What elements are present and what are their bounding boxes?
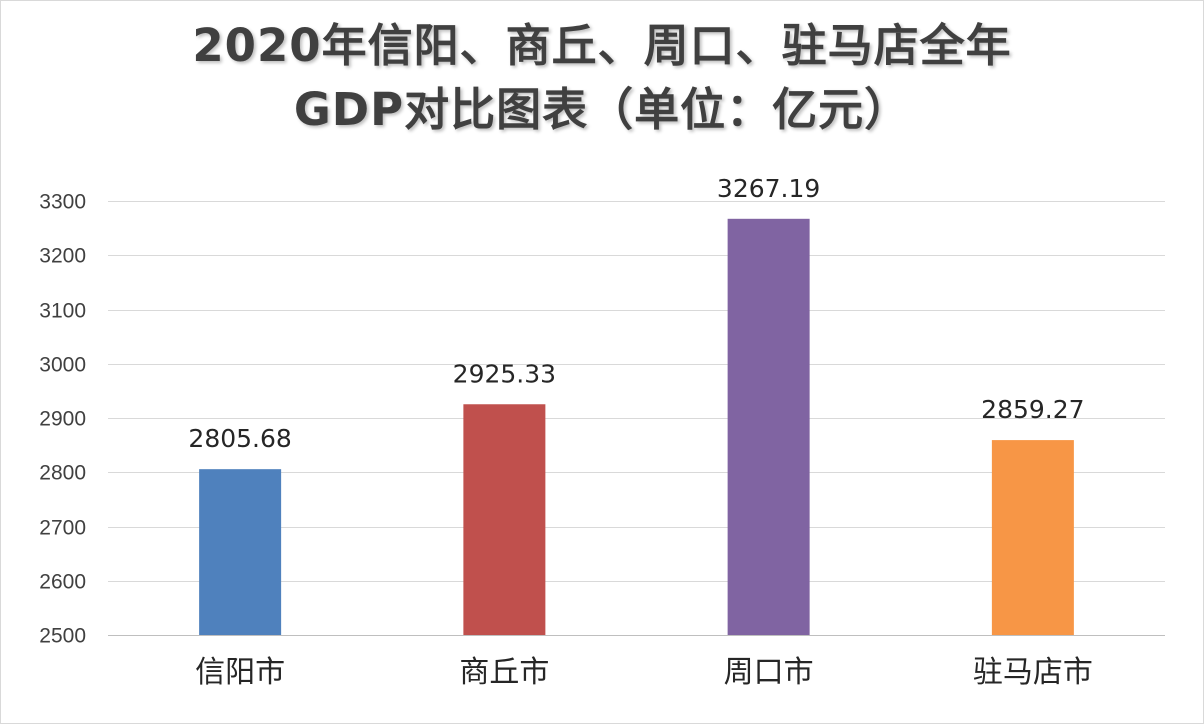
y-tick-label: 3000 — [39, 354, 86, 377]
x-category-label: 周口市 — [724, 655, 814, 690]
x-category-label: 商丘市 — [459, 655, 549, 690]
bar — [727, 218, 810, 635]
y-tick-label: 2800 — [39, 462, 86, 485]
bar — [199, 469, 282, 635]
data-label: 2805.68 — [188, 424, 291, 453]
y-tick-label: 2600 — [39, 571, 86, 594]
x-category-label: 信阳市 — [195, 655, 285, 690]
chart-title: 2020年信阳、商丘、周口、驻马店全年 GDP对比图表（单位：亿元） — [0, 14, 1204, 142]
data-label: 3267.19 — [717, 174, 820, 203]
x-category-label: 驻马店市 — [973, 655, 1093, 690]
chart-title-line-2: GDP对比图表（单位：亿元） — [293, 83, 911, 136]
bar — [463, 404, 546, 635]
y-tick-label: 2500 — [39, 625, 86, 648]
data-label: 2925.33 — [453, 359, 556, 388]
y-tick-label: 3200 — [39, 245, 86, 268]
chart-title-line-1: 2020年信阳、商丘、周口、驻马店全年 — [192, 19, 1012, 72]
y-tick-label: 2900 — [39, 408, 86, 431]
y-tick-label: 2700 — [39, 517, 86, 540]
data-label: 2859.27 — [981, 395, 1084, 424]
y-tick-label: 3300 — [39, 191, 86, 214]
bar — [991, 440, 1074, 635]
y-tick-label: 3100 — [39, 300, 86, 323]
